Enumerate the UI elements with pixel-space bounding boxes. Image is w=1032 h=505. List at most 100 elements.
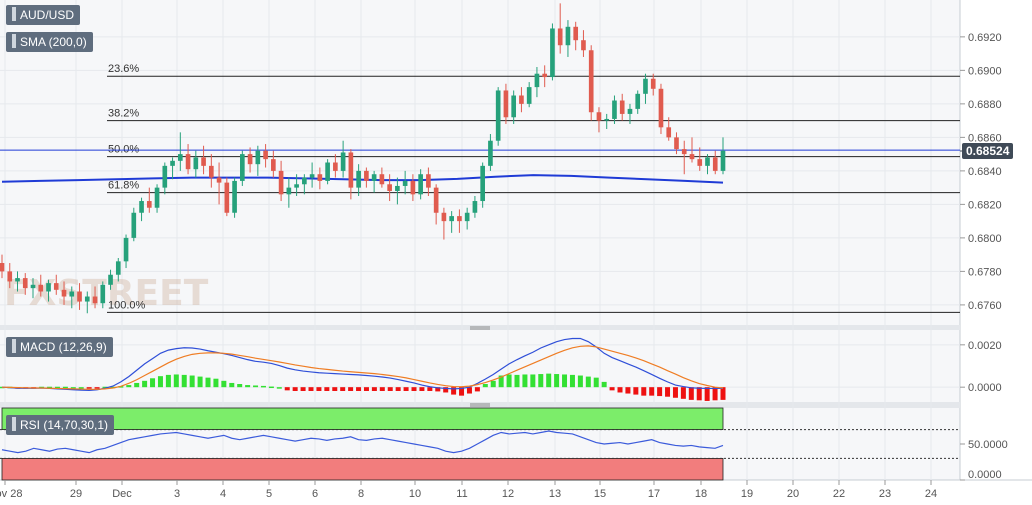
macd-histogram: [0, 373, 726, 401]
rsi-bands: [0, 407, 960, 481]
candle-body: [92, 296, 98, 304]
x-tick-label: 29: [70, 488, 82, 500]
candle-body: [635, 93, 641, 109]
candle-body: [115, 261, 121, 275]
x-tick-label: 5: [266, 488, 272, 500]
price-axis[interactable]: [960, 0, 1032, 480]
macd-pane[interactable]: [0, 330, 960, 402]
macd-histogram-bar: [403, 387, 409, 391]
candle-body: [418, 174, 423, 195]
x-tick-label: 24: [925, 488, 937, 500]
macd-histogram-bar: [498, 375, 504, 388]
candle-body: [131, 212, 137, 238]
rsi-line: [1, 430, 724, 454]
candle-body: [317, 174, 323, 181]
x-tick-label: 18: [695, 488, 707, 500]
candle-body: [340, 152, 346, 171]
macd-histogram-bar: [245, 385, 251, 388]
macd-indicator-label[interactable]: MACD (12,26,9): [6, 337, 113, 357]
macd-histogram-bar: [189, 375, 195, 388]
x-tick-label: Dec: [112, 488, 132, 500]
candle-body: [309, 174, 315, 178]
candle-body: [511, 95, 517, 118]
macd-text: MACD (12,26,9): [20, 340, 107, 354]
candle-body: [650, 78, 656, 89]
price-pane[interactable]: [0, 0, 960, 325]
rsi-indicator-label[interactable]: RSI (14,70,30,1): [6, 415, 115, 435]
x-tick-label: 19: [741, 488, 753, 500]
macd-histogram-bar: [276, 387, 282, 389]
macd-histogram-bar: [356, 387, 362, 391]
candle-body: [61, 289, 67, 297]
macd-histogram-bar: [443, 387, 449, 393]
macd-histogram-bar: [617, 387, 623, 393]
candle-body: [53, 283, 59, 290]
macd-histogram-bar: [300, 387, 306, 391]
drag-handle-icon: [12, 339, 16, 353]
sma-text: SMA (200,0): [20, 35, 87, 49]
pane-resize-handle[interactable]: [470, 326, 490, 407]
macd-histogram-bar: [609, 387, 615, 391]
candle-body: [240, 154, 245, 181]
macd-histogram-bar: [142, 380, 148, 388]
macd-histogram-bar: [395, 387, 401, 391]
symbol-label[interactable]: AUD/USD: [6, 5, 81, 25]
candle-body: [612, 100, 617, 119]
x-tick-label: 20: [787, 488, 799, 500]
macd-histogram-bar: [720, 387, 726, 400]
macd-histogram-bar: [379, 387, 385, 391]
candle-body: [286, 187, 292, 195]
candle-body: [193, 157, 199, 170]
candle-body: [162, 165, 168, 188]
macd-histogram-bar: [205, 377, 211, 388]
macd-histogram-bar: [712, 387, 718, 401]
y-tick-label: 0.6860: [968, 132, 1002, 144]
candle-body: [426, 174, 431, 188]
macd-histogram-bar: [292, 387, 298, 391]
sma-indicator-label[interactable]: SMA (200,0): [6, 32, 93, 52]
macd-histogram-bar: [181, 374, 187, 388]
candle-body: [526, 87, 532, 104]
candle-body: [472, 201, 478, 213]
candle-body: [294, 184, 299, 188]
x-tick-label: 22: [833, 488, 845, 500]
candle-body: [480, 165, 485, 202]
x-tick-label: 3: [174, 488, 180, 500]
macd-histogram-bar: [102, 386, 108, 389]
macd-histogram-bar: [221, 380, 227, 388]
macd-line: [1, 337, 723, 391]
macd-histogram-bar: [47, 386, 53, 389]
candle-body: [534, 73, 540, 88]
macd-histogram-bar: [371, 387, 377, 391]
macd-histogram-bar: [197, 376, 203, 388]
candle-body: [433, 187, 439, 213]
macd-histogram-bar: [387, 387, 393, 391]
candle-body: [69, 291, 75, 297]
macd-histogram-bar: [546, 373, 552, 388]
macd-histogram-bar: [363, 387, 369, 391]
candle-body: [503, 90, 509, 118]
macd-histogram-bar: [94, 387, 100, 389]
macd-histogram-bar: [482, 384, 488, 388]
candle-body: [224, 182, 230, 213]
candle-body: [170, 160, 175, 166]
x-tick-label: Nov 28: [0, 488, 22, 500]
pane-divider-2[interactable]: [0, 402, 960, 408]
macd-lines: [1, 337, 724, 391]
macd-histogram-bar: [427, 387, 433, 391]
macd-histogram-bar: [680, 387, 686, 399]
macd-histogram-bar: [213, 378, 219, 388]
macd-histogram-bar: [253, 385, 259, 388]
sma-line: [1, 174, 724, 184]
macd-histogram-bar: [688, 387, 694, 400]
last-price-badge: 0.68524: [962, 143, 1014, 159]
macd-histogram-bar: [268, 386, 274, 389]
macd-histogram-bar: [229, 382, 235, 388]
candle-body: [348, 152, 354, 188]
candle-body: [720, 150, 726, 171]
macd-histogram-bar: [157, 376, 163, 388]
candle-body: [208, 165, 214, 178]
x-tick-label: 12: [502, 488, 514, 500]
